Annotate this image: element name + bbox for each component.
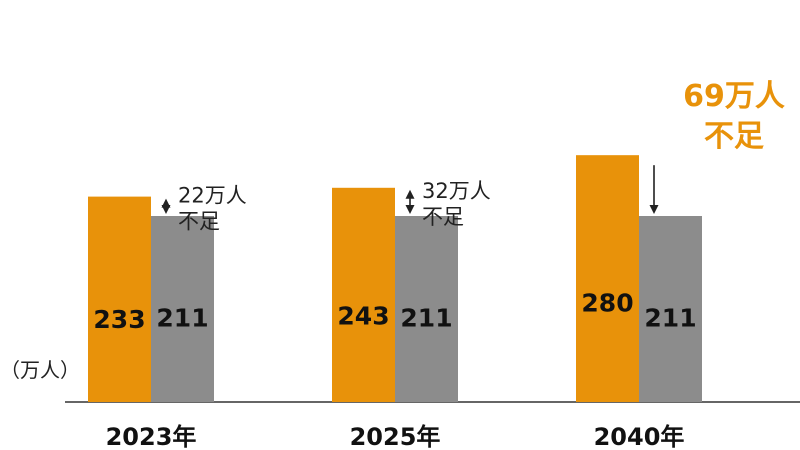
gap-arrow-head-down bbox=[405, 205, 415, 214]
bar-value-label: 211 bbox=[400, 303, 452, 332]
x-tick-label: 2040年 bbox=[594, 423, 685, 450]
gap-annotation-line2: 不足 bbox=[704, 119, 764, 154]
bar-primary bbox=[88, 196, 151, 402]
bar-value-label: 243 bbox=[337, 301, 389, 330]
bar-value-label: 280 bbox=[581, 288, 633, 317]
bar-primary bbox=[576, 155, 639, 402]
bar-secondary bbox=[395, 216, 458, 402]
gap-annotation-line1: 22万人 bbox=[178, 183, 247, 207]
gap-annotation-line2: 不足 bbox=[178, 209, 220, 233]
x-tick-label: 2023年 bbox=[106, 423, 197, 450]
bar-value-label: 211 bbox=[644, 303, 696, 332]
bar-primary bbox=[332, 187, 395, 402]
gap-arrow-head-down bbox=[161, 205, 171, 214]
bar-value-label: 211 bbox=[156, 303, 208, 332]
x-tick-label: 2025年 bbox=[350, 423, 441, 450]
bar-secondary bbox=[639, 216, 702, 402]
bar-secondary bbox=[151, 216, 214, 402]
gap-annotation-line1: 32万人 bbox=[422, 179, 491, 203]
gap-arrow-head-down bbox=[649, 205, 659, 214]
gap-annotation-line2: 不足 bbox=[422, 205, 464, 229]
gap-annotation-line1: 69万人 bbox=[683, 79, 785, 114]
gap-arrow-head-up bbox=[405, 189, 415, 199]
bar-value-label: 233 bbox=[93, 305, 145, 334]
unit-label: （万人） bbox=[0, 358, 80, 382]
